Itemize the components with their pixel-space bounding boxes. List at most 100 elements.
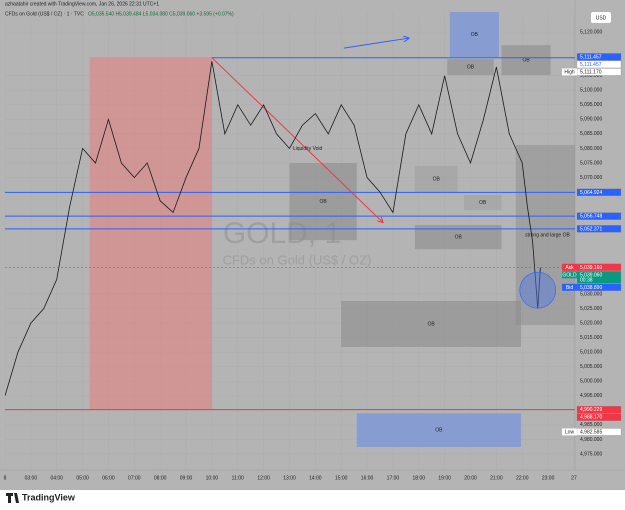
price-tag-prefix-bg	[562, 263, 577, 271]
x-tick-label: 05:00	[76, 475, 89, 481]
price-tag-countdown: 00:38	[580, 278, 593, 284]
zone-label: OB	[523, 57, 531, 63]
trend-arrow	[343, 38, 409, 49]
price-tag	[576, 60, 622, 69]
price-tag-label: 5,111.457	[580, 62, 602, 68]
y-tick-label: 5,080.000	[580, 146, 602, 152]
x-tick-label: 27	[571, 475, 577, 481]
price-tag	[576, 212, 622, 220]
price-tag-label: 5,064.924	[580, 190, 602, 196]
price-tag-prefix: GOLD	[562, 272, 577, 278]
zone-label: OB	[435, 427, 443, 433]
zone-label: OB	[471, 32, 479, 38]
price-tag-label: 5,111.457	[580, 54, 602, 60]
y-tick-label: 5,095.000	[580, 102, 602, 108]
y-tick-label: 5,000.000	[580, 379, 602, 385]
y-tick-label: 4,995.000	[580, 393, 602, 399]
y-tick-label: 5,025.000	[580, 306, 602, 312]
price-tag-label: 5,111.170	[580, 69, 602, 75]
x-tick-label: 16:00	[361, 475, 374, 481]
y-tick-label: 5,105.000	[580, 73, 602, 79]
brand: TradingView	[22, 492, 76, 502]
y-tick-label: 5,100.000	[580, 88, 602, 94]
logo	[6, 493, 19, 503]
x-tick-label: 15:00	[335, 475, 348, 481]
y-tick-label: 5,005.000	[580, 364, 602, 370]
plot-area: OB OB OB OB OB OB OB strong and large OB OB OB Liq…	[5, 12, 575, 470]
zone-label: OB	[479, 200, 487, 206]
order-block	[89, 57, 212, 411]
order-block	[447, 59, 494, 76]
zone-label: OB	[427, 321, 435, 327]
x-tick-label: 13:00	[283, 475, 296, 481]
zone-label: OB	[455, 234, 463, 240]
x-tick-label: 8	[4, 475, 7, 481]
y-tick-label: 5,090.000	[580, 117, 602, 123]
highlight-circle	[519, 271, 557, 309]
footer	[0, 490, 625, 510]
y-tick-label: 5,120.000	[580, 29, 602, 35]
y-tick-label: 4,985.000	[580, 422, 602, 428]
order-block	[515, 144, 575, 326]
y-tick-label: 5,010.000	[580, 349, 602, 355]
currency[interactable]: USD	[596, 15, 607, 21]
y-tick-label: 5,020.000	[580, 320, 602, 326]
x-tick-label: 21:00	[490, 475, 503, 481]
price-tag	[576, 225, 622, 233]
y-tick-label: 4,975.000	[580, 451, 602, 457]
price-tag-prefix: High	[564, 69, 575, 75]
price-tag-prefix: Low	[565, 429, 575, 435]
price-tag	[576, 53, 622, 61]
symbol: CFDs on Gold (US$ / OZ) · 1 · TVC	[5, 11, 84, 17]
price-tag-prefix-bg	[562, 428, 577, 436]
x-tick-label: 23:00	[542, 475, 555, 481]
trend-arrow	[211, 57, 383, 222]
x-tick-label: 17:00	[387, 475, 400, 481]
watermark-description: CFDs on Gold (US$ / OZ)	[223, 252, 372, 267]
y-tick-label: 5,030.000	[580, 291, 602, 297]
order-block	[464, 195, 502, 211]
order-block	[414, 165, 458, 193]
price-tag-label: 4,988.170	[580, 415, 602, 421]
price-tag-label: 5,052.371	[580, 226, 602, 232]
credit: azhaatahir created with TradingView.com,…	[5, 1, 159, 7]
x-tick-label: 20:00	[464, 475, 477, 481]
zone-label: OB	[319, 199, 327, 205]
price-tag-label: 4,990.229	[580, 407, 602, 413]
ohlc: O5,035.540 H5,039.484 L5,034.880 C5,039.…	[88, 11, 234, 17]
price-tag-label: 5,039.160	[580, 265, 602, 271]
x-tick-label: 03:00	[25, 475, 38, 481]
x-tick-label: 04:00	[50, 475, 63, 481]
price-tag	[576, 406, 622, 414]
zone-label: OB	[467, 64, 475, 70]
price-tag-label: 5,038.890	[580, 285, 602, 291]
price-tag	[576, 188, 622, 196]
x-tick-label: 08:00	[154, 475, 167, 481]
price-tag-prefix-bg	[562, 68, 577, 76]
order-block	[341, 300, 521, 347]
x-tick-label: 14:00	[309, 475, 322, 481]
price-line	[5, 61, 541, 396]
price-tag	[576, 413, 622, 421]
annotation: Liquidity Void	[293, 146, 323, 152]
order-block	[501, 45, 551, 76]
x-tick-label: 18:00	[413, 475, 426, 481]
x-tick-label: 06:00	[102, 475, 115, 481]
price-tag-prefix: Ask	[565, 265, 574, 271]
zone-label: OB	[433, 176, 441, 182]
price-tag-prefix: Bid	[566, 285, 573, 291]
x-tick-label: 22:00	[516, 475, 529, 481]
y-tick-label: 4,980.000	[580, 437, 602, 443]
price-tag-prefix-bg	[562, 283, 577, 291]
price-tag-label: 4,982.585	[580, 429, 602, 435]
price-tag-label: 5,056.748	[580, 214, 602, 220]
x-tick-label: 10:00	[206, 475, 219, 481]
order-block	[356, 413, 521, 448]
y-tick-label: 5,070.000	[580, 175, 602, 181]
x-tick-label: 12:00	[257, 475, 270, 481]
y-tick-label: 5,075.000	[580, 160, 602, 166]
currency-button[interactable]	[591, 12, 611, 23]
x-tick-label: 11:00	[232, 475, 244, 481]
y-tick-label: 5,085.000	[580, 131, 602, 137]
